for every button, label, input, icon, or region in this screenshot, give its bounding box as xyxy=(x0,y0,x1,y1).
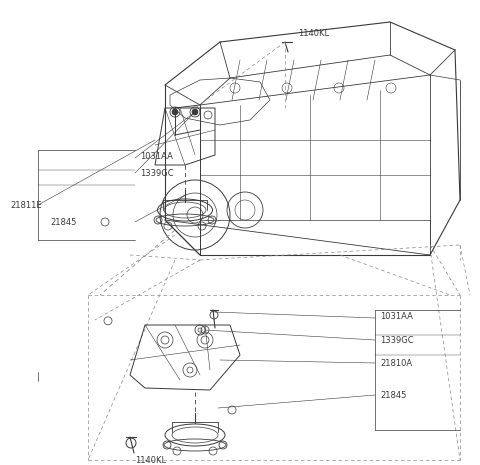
Text: 1339GC: 1339GC xyxy=(380,336,414,345)
Text: 21810A: 21810A xyxy=(380,359,412,367)
Circle shape xyxy=(192,109,198,115)
Text: 1140KL: 1140KL xyxy=(298,29,329,39)
Text: 1031AA: 1031AA xyxy=(380,312,413,320)
Text: 1140KL: 1140KL xyxy=(135,456,166,465)
Circle shape xyxy=(172,109,178,115)
Text: 1339GC: 1339GC xyxy=(140,168,174,178)
Text: 21845: 21845 xyxy=(380,391,407,399)
Text: 21811E: 21811E xyxy=(10,200,42,210)
Text: 21845: 21845 xyxy=(50,218,76,226)
Text: 1031AA: 1031AA xyxy=(140,152,173,160)
